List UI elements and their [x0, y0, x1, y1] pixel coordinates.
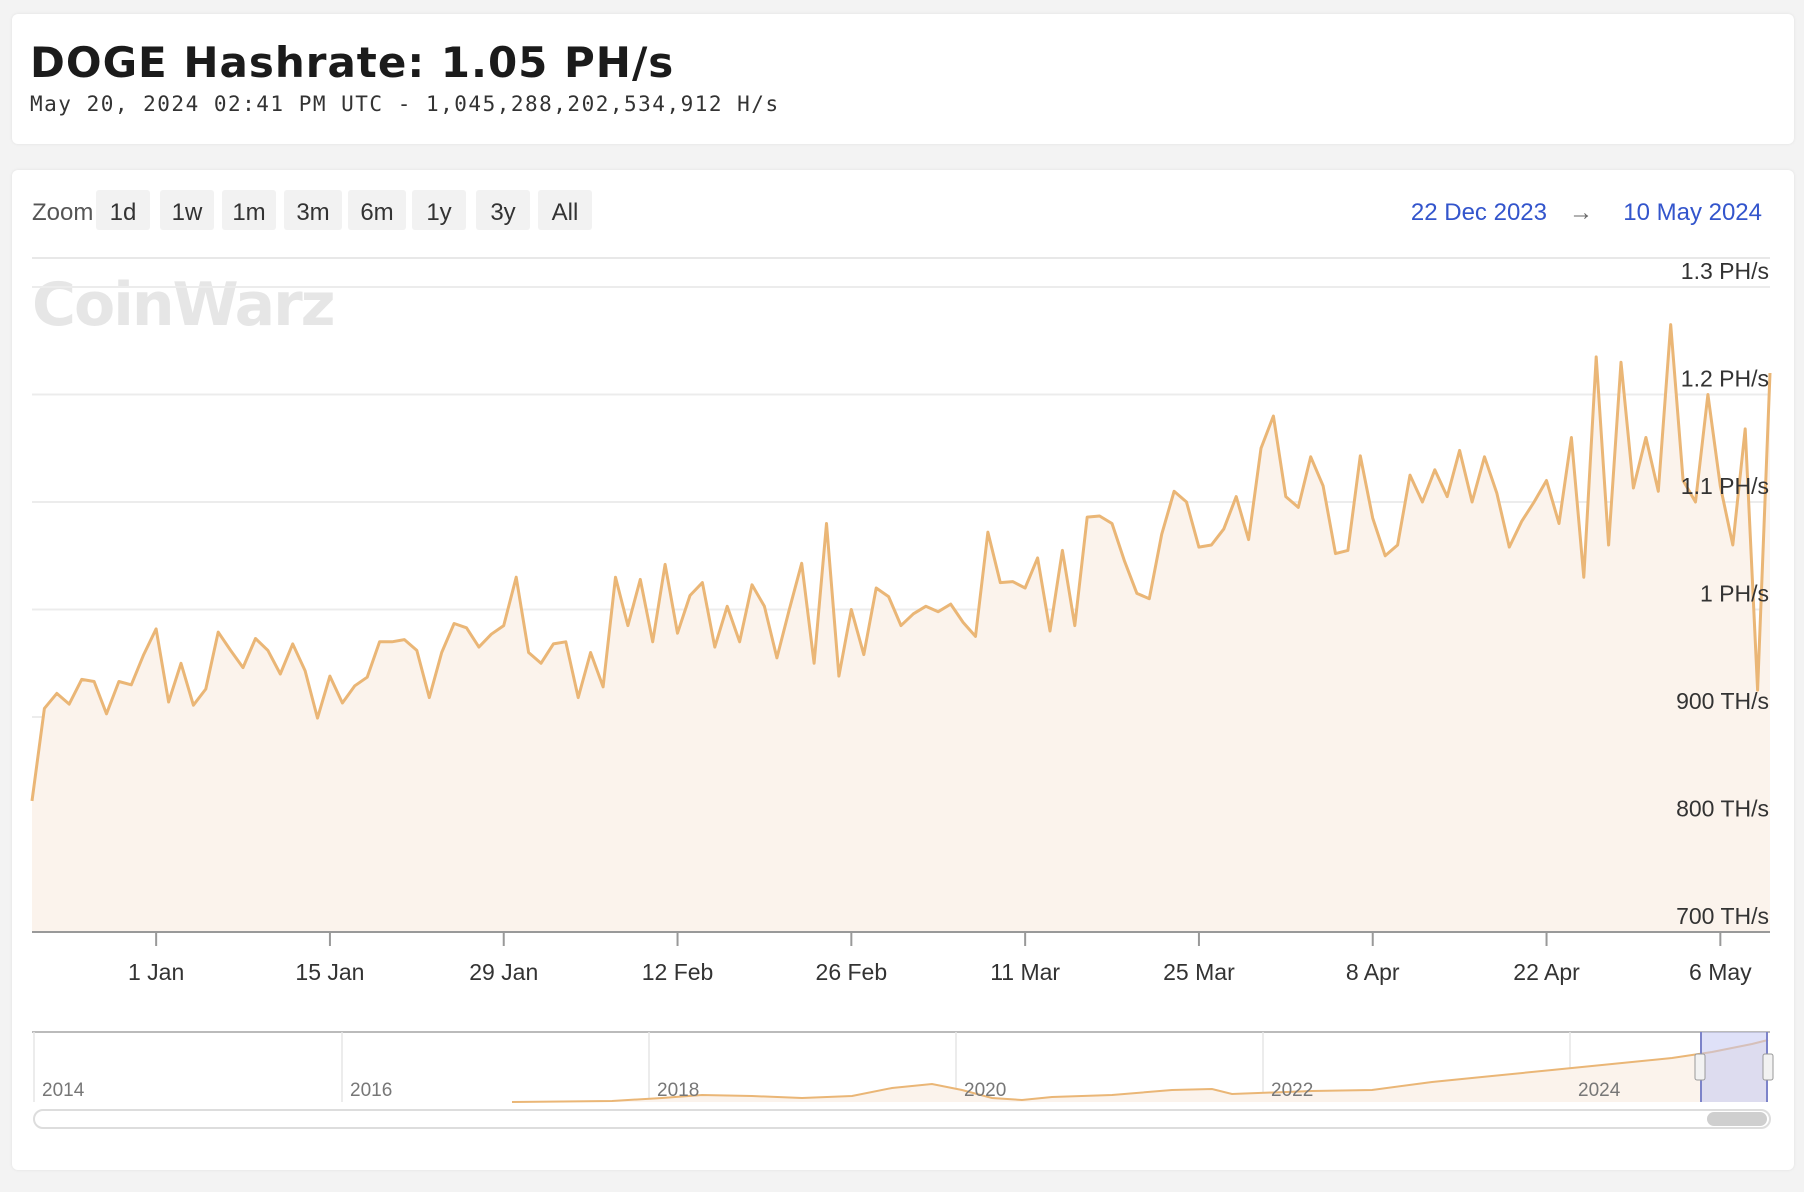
navigator-selection[interactable] — [1700, 1032, 1768, 1102]
x-axis-ticks: 1 Jan 15 Jan 29 Jan 12 Feb 26 Feb 11 Mar 25 Ma… — [128, 932, 1752, 985]
zoom-button-label: 1m — [232, 199, 265, 226]
hashrate-line — [30, 323, 1772, 802]
chart-card: Zoom 1d 1w 1m 3m 6m 1y 3y All 22 Dec 2023 → 10 … — [12, 170, 1794, 1170]
zoom-button-1m[interactable]: 1m — [222, 190, 276, 230]
hashrate-area — [32, 324, 1770, 933]
zoom-button-bg — [96, 190, 150, 230]
navigator-year-label: 2020 — [964, 1080, 1006, 1101]
zoom-button-3y[interactable]: 3y — [476, 190, 530, 230]
range-to[interactable]: 10 May 2024 — [1623, 199, 1762, 226]
zoom-button-bg — [348, 190, 406, 230]
zoom-button-1w[interactable]: 1w — [160, 190, 214, 230]
zoom-buttons: 1d 1w 1m 3m 6m 1y 3y All — [96, 190, 592, 230]
page-title: DOGE Hashrate: 1.05 PH/s — [30, 38, 675, 87]
navigator-year-labels: 2014 2016 2018 2020 2022 2024 — [42, 1080, 1621, 1101]
navigator-right-handle[interactable] — [1762, 1053, 1774, 1081]
x-tick-label: 6 May — [1689, 959, 1752, 985]
zoom-button-label: 3m — [296, 199, 329, 226]
y-tick-label: 800 TH/s — [1676, 796, 1769, 822]
navigator-year-label: 2014 — [42, 1080, 85, 1101]
range-arrow: → — [1569, 199, 1593, 226]
y-tick-label: 1.1 PH/s — [1681, 473, 1769, 499]
zoom-label: Zoom — [32, 199, 93, 226]
coinwarz-watermark: CoinWarz — [32, 270, 334, 340]
x-tick-label: 15 Jan — [295, 959, 364, 985]
y-tick-label: 700 TH/s — [1676, 903, 1769, 929]
zoom-button-6m[interactable]: 6m — [348, 190, 406, 230]
zoom-button-label: 6m — [360, 199, 393, 226]
zoom-button-1d[interactable]: 1d — [96, 190, 150, 230]
zoom-button-bg — [222, 190, 276, 230]
navigator-left-handle[interactable] — [1694, 1053, 1706, 1081]
zoom-button-label: 1d — [110, 199, 137, 226]
zoom-button-label: 3y — [490, 199, 515, 226]
navigator-year-label: 2016 — [350, 1080, 392, 1101]
x-tick-label: 8 Apr — [1346, 959, 1400, 985]
x-tick-label: 25 Mar — [1163, 959, 1235, 985]
header-card: DOGE Hashrate: 1.05 PH/s May 20, 2024 02… — [12, 14, 1794, 144]
zoom-button-label: 1y — [426, 199, 451, 226]
zoom-button-all[interactable]: All — [538, 190, 592, 230]
navigator-year-label: 2022 — [1271, 1080, 1313, 1101]
x-tick-label: 26 Feb — [816, 959, 888, 985]
scrollbar-track[interactable] — [33, 1109, 1771, 1129]
x-tick-label: 11 Mar — [990, 959, 1060, 985]
zoom-button-bg — [476, 190, 530, 230]
x-tick-label: 22 Apr — [1513, 959, 1580, 985]
y-tick-label: 1 PH/s — [1700, 581, 1769, 607]
x-tick-label: 12 Feb — [642, 959, 714, 985]
navigator-year-label: 2024 — [1578, 1080, 1621, 1101]
zoom-button-label: All — [552, 199, 579, 226]
y-tick-label: 900 TH/s — [1676, 688, 1769, 714]
zoom-button-bg — [160, 190, 214, 230]
y-tick-label: 1.3 PH/s — [1681, 258, 1769, 284]
page-subtitle: May 20, 2024 02:41 PM UTC - 1,045,288,20… — [30, 92, 780, 116]
x-tick-label: 29 Jan — [469, 959, 538, 985]
navigator-year-label: 2018 — [657, 1080, 699, 1101]
zoom-button-1y[interactable]: 1y — [412, 190, 466, 230]
y-tick-label: 1.2 PH/s — [1681, 366, 1769, 392]
zoom-button-bg — [538, 190, 592, 230]
y-axis-labels: 700 TH/s 800 TH/s 900 TH/s 1 PH/s 1.1 PH/s 1.… — [1676, 258, 1769, 929]
navigator[interactable]: 2014 2016 2018 2020 2022 2024 — [32, 1031, 1774, 1129]
scrollbar-thumb[interactable] — [1707, 1112, 1767, 1126]
zoom-button-bg — [284, 190, 342, 230]
zoom-button-bg — [412, 190, 466, 230]
hashrate-chart[interactable]: Zoom 1d 1w 1m 3m 6m 1y 3y All 22 Dec 2023 → 10 … — [12, 170, 1794, 1170]
navigator-area — [512, 1040, 1768, 1102]
zoom-button-label: 1w — [172, 199, 203, 226]
zoom-button-3m[interactable]: 3m — [284, 190, 342, 230]
x-tick-label: 1 Jan — [128, 959, 184, 985]
navigator-line — [511, 1039, 1769, 1103]
range-from[interactable]: 22 Dec 2023 — [1411, 199, 1547, 226]
